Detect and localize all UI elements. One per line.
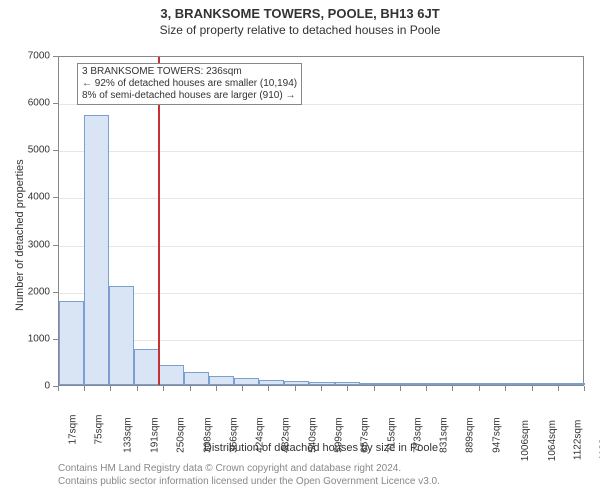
y-tick-label: 1000 (10, 333, 50, 344)
x-tick-mark (84, 386, 85, 391)
x-tick-label: 1006sqm (520, 420, 531, 461)
x-tick-mark (584, 386, 585, 391)
x-tick-label: 75sqm (94, 415, 105, 445)
x-tick-label: 1122sqm (572, 420, 583, 460)
x-tick-mark (374, 386, 375, 391)
histogram-bar (209, 376, 234, 385)
x-tick-mark (58, 386, 59, 391)
y-tick-mark (53, 339, 58, 340)
x-tick-mark (163, 386, 164, 391)
y-tick-mark (53, 245, 58, 246)
y-tick-mark (53, 103, 58, 104)
x-tick-mark (321, 386, 322, 391)
histogram-bar (234, 378, 259, 385)
histogram-bar (159, 365, 184, 385)
histogram-bar (435, 383, 460, 385)
histogram-bar (385, 383, 410, 385)
histogram-bar (360, 383, 385, 385)
histogram-bar (59, 301, 84, 385)
histogram-bar (134, 349, 159, 385)
plot-area: 3 BRANKSOME TOWERS: 236sqm← 92% of detac… (58, 56, 584, 386)
x-tick-mark (216, 386, 217, 391)
y-tick-mark (53, 56, 58, 57)
gridline (59, 293, 583, 294)
y-tick-label: 4000 (10, 192, 50, 203)
y-tick-label: 7000 (10, 51, 50, 62)
y-tick-mark (53, 292, 58, 293)
footer-line2: Contains public sector information licen… (58, 475, 440, 488)
histogram-bar (184, 372, 209, 385)
x-tick-mark (110, 386, 111, 391)
x-tick-mark (426, 386, 427, 391)
y-tick-label: 2000 (10, 286, 50, 297)
x-tick-mark (295, 386, 296, 391)
chart-area: Number of detached properties 3 BRANKSOM… (0, 0, 600, 500)
annotation-line: 3 BRANKSOME TOWERS: 236sqm (82, 66, 297, 78)
y-tick-mark (53, 197, 58, 198)
gridline (59, 151, 583, 152)
x-tick-mark (137, 386, 138, 391)
x-axis-label: Distribution of detached houses by size … (58, 442, 584, 454)
histogram-bar (510, 383, 535, 385)
y-tick-mark (53, 150, 58, 151)
histogram-bar (335, 382, 360, 385)
histogram-bar (535, 383, 560, 385)
x-tick-mark (452, 386, 453, 391)
x-tick-mark (505, 386, 506, 391)
y-tick-label: 3000 (10, 239, 50, 250)
x-tick-mark (400, 386, 401, 391)
x-tick-mark (532, 386, 533, 391)
histogram-bar (84, 115, 109, 385)
gridline (59, 246, 583, 247)
x-tick-label: 1064sqm (547, 420, 558, 461)
footer-attribution: Contains HM Land Registry data © Crown c… (58, 462, 440, 488)
reference-line (158, 57, 160, 385)
footer-line1: Contains HM Land Registry data © Crown c… (58, 462, 440, 475)
y-tick-label: 5000 (10, 145, 50, 156)
histogram-bar (560, 383, 585, 385)
x-tick-mark (479, 386, 480, 391)
histogram-bar (309, 382, 334, 385)
gridline (59, 340, 583, 341)
y-tick-label: 0 (10, 381, 50, 392)
x-tick-mark (190, 386, 191, 391)
histogram-bar (485, 383, 510, 385)
x-tick-mark (558, 386, 559, 391)
histogram-bar (284, 381, 309, 385)
y-tick-label: 6000 (10, 98, 50, 109)
x-tick-mark (242, 386, 243, 391)
histogram-bar (109, 286, 134, 385)
gridline (59, 198, 583, 199)
x-tick-mark (268, 386, 269, 391)
histogram-bar (259, 380, 284, 385)
x-tick-label: 17sqm (68, 415, 79, 445)
x-tick-mark (347, 386, 348, 391)
annotation-line: 8% of semi-detached houses are larger (9… (82, 90, 297, 102)
chart-frame: 3, BRANKSOME TOWERS, POOLE, BH13 6JT Siz… (0, 0, 600, 500)
histogram-bar (460, 383, 485, 385)
histogram-bar (410, 383, 435, 385)
annotation-line: ← 92% of detached houses are smaller (10… (82, 78, 297, 90)
annotation-box: 3 BRANKSOME TOWERS: 236sqm← 92% of detac… (77, 63, 302, 105)
